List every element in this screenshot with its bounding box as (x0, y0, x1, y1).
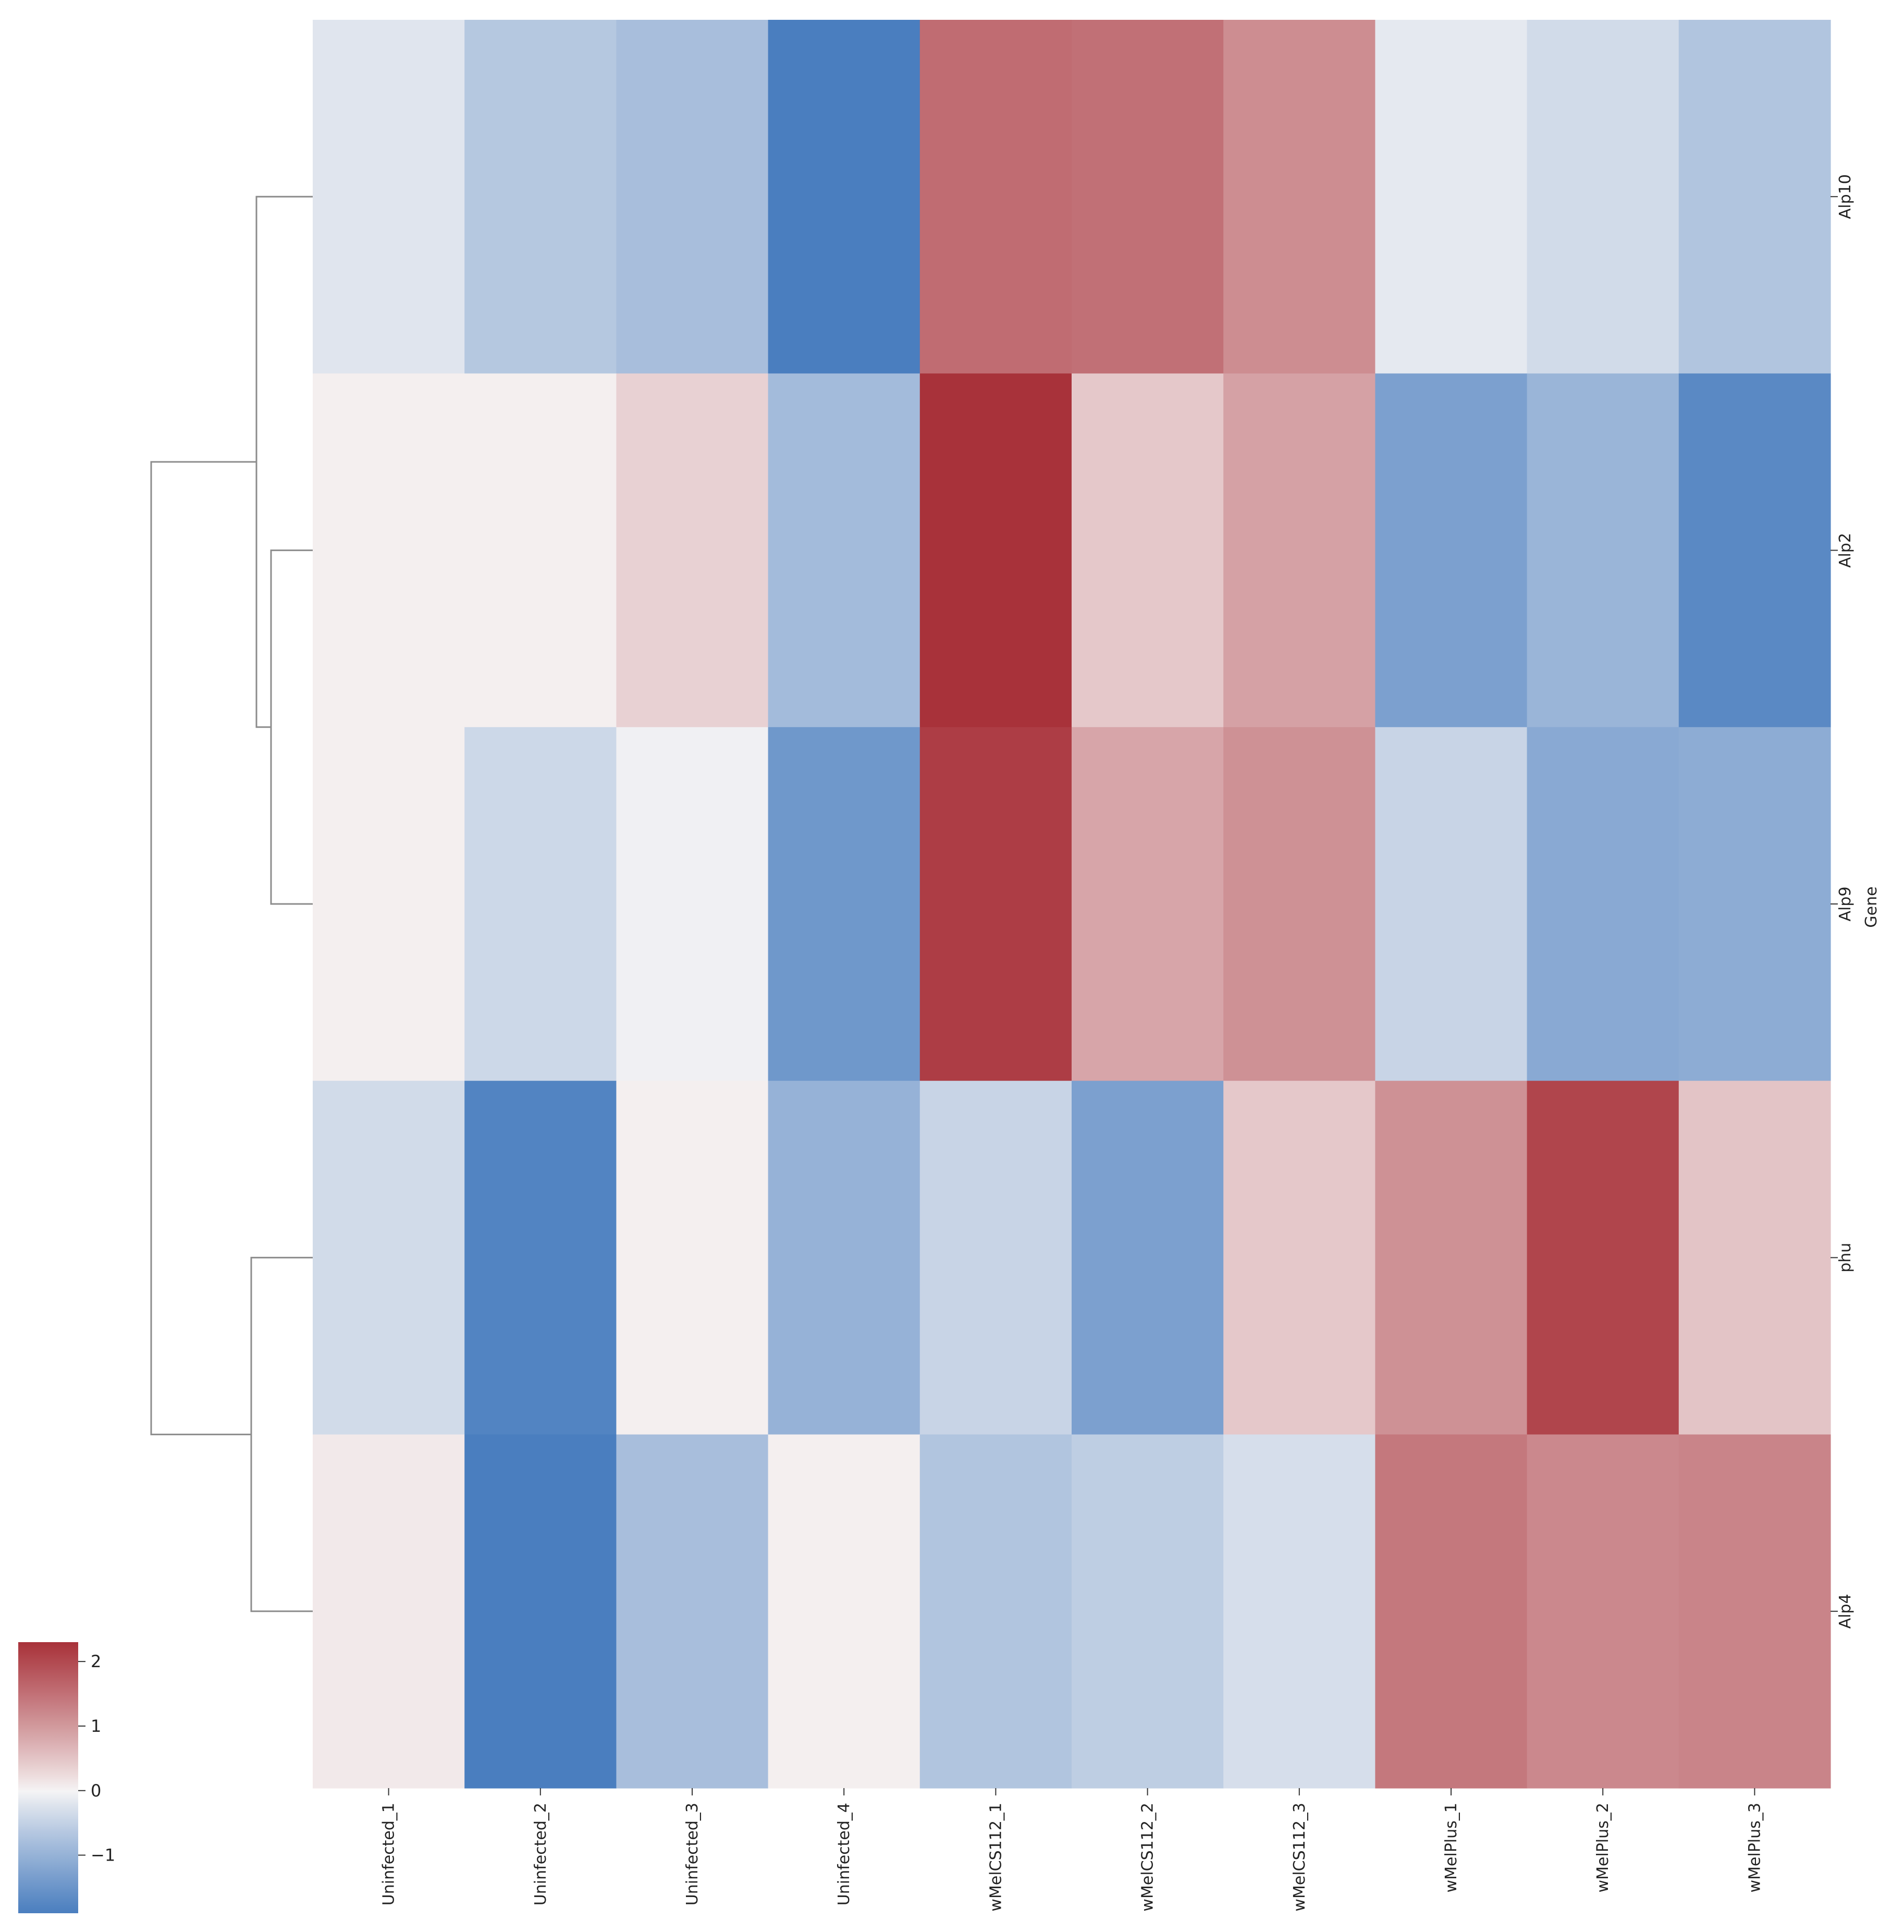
heatmap-cell (313, 373, 465, 728)
row-label: Alp9 (1836, 887, 1854, 922)
column-label: Uninfected_2 (532, 1803, 550, 1905)
heatmap-cell (313, 727, 465, 1081)
row-label: Alp2 (1836, 533, 1854, 568)
heatmap-cell (919, 373, 1072, 728)
colorbar-tick-label: 1 (91, 1716, 101, 1736)
heatmap-cell (1375, 727, 1528, 1081)
heatmap-cell (768, 1081, 920, 1435)
colorbar-tick-label: −1 (91, 1845, 115, 1865)
heatmap-cell (1678, 373, 1831, 728)
heatmap-cell (1223, 373, 1375, 728)
column-tick-labels: Uninfected_1 Uninfected_2 Uninfected_3 Unin… (380, 1788, 1764, 1912)
column-label: Uninfected_1 (380, 1803, 398, 1905)
heatmap-cell (464, 1434, 617, 1789)
heatmap-cell (919, 1081, 1072, 1435)
heatmap-cell (464, 20, 617, 374)
heatmap-cell (616, 727, 769, 1081)
heatmap-cell (616, 1081, 769, 1435)
heatmap-cell (768, 1434, 920, 1789)
colorbar-tick-label: 0 (91, 1781, 101, 1801)
heatmap-cell (768, 727, 920, 1081)
heatmap-cell (1375, 1081, 1528, 1435)
heatmap-cell (1072, 373, 1224, 728)
heatmap-cell (1678, 1081, 1831, 1435)
heatmap-cell (1223, 1434, 1375, 1789)
heatmap-cell (1375, 1434, 1528, 1789)
heatmap-cell (768, 373, 920, 728)
dendrogram-branch (250, 1256, 313, 1612)
column-label: wMelCS112_1 (987, 1803, 1005, 1912)
heatmap-cell (768, 20, 920, 374)
heatmap-cell (919, 20, 1072, 374)
column-label: wMelPlus_3 (1746, 1803, 1764, 1892)
row-label: phu (1836, 1243, 1854, 1273)
heatmap-cell (616, 373, 769, 728)
heatmap-cell (1375, 373, 1528, 728)
heatmap-cell (1527, 20, 1679, 374)
heatmap-cell (313, 20, 465, 374)
column-label: wMelPlus_1 (1442, 1803, 1460, 1892)
heatmap-cell (464, 373, 617, 728)
heatmap-cell (616, 1434, 769, 1789)
column-label: wMelCS112_2 (1139, 1803, 1157, 1912)
heatmap-cell (1223, 727, 1375, 1081)
heatmap-cell (1375, 20, 1528, 374)
y-axis-label: Gene (1862, 886, 1881, 927)
column-label: wMelPlus_2 (1594, 1803, 1612, 1892)
heatmap-cell (313, 1081, 465, 1435)
heatmap-cell (313, 1434, 465, 1789)
heatmap-cell (1072, 727, 1224, 1081)
heatmap-cell (919, 727, 1072, 1081)
heatmap-cell (1527, 1081, 1679, 1435)
row-tick-labels: Alp10 Alp2 Alp9 phu Alp4 (1831, 174, 1854, 1629)
heatmap-cell (1678, 20, 1831, 374)
column-label: wMelCS112_3 (1291, 1803, 1309, 1912)
heatmap-cell (1223, 1081, 1375, 1435)
colorbar-tick-label: 2 (91, 1652, 101, 1671)
column-label: Uninfected_3 (683, 1803, 702, 1905)
row-dendrogram (150, 195, 313, 1612)
dendrogram-branch (150, 461, 256, 1436)
heatmap-cell (1678, 727, 1831, 1081)
colorbar-gradient (18, 1642, 78, 1913)
column-label: Uninfected_4 (835, 1803, 853, 1905)
heatmap-cell (616, 20, 769, 374)
heatmap-cell (1072, 20, 1224, 374)
row-label: Alp10 (1836, 174, 1854, 219)
colorbar: 2 1 0 −1 (18, 1642, 115, 1913)
heatmap-cell (1072, 1081, 1224, 1435)
heatmap-cell (1223, 20, 1375, 374)
colorbar-ticks: 2 1 0 −1 (78, 1652, 115, 1865)
heatmap-cells (313, 20, 1831, 1789)
dendrogram-branch (270, 549, 313, 905)
heatmap-cell (464, 1081, 617, 1435)
heatmap-cell (1527, 373, 1679, 728)
heatmap-cell (1072, 1434, 1224, 1789)
heatmap-cell (464, 727, 617, 1081)
row-label: Alp4 (1836, 1594, 1854, 1629)
heatmap-cell (919, 1434, 1072, 1789)
dendrogram-branch (255, 195, 313, 728)
heatmap-cell (1527, 1434, 1679, 1789)
heatmap-cell (1678, 1434, 1831, 1789)
heatmap-cell (1527, 727, 1679, 1081)
